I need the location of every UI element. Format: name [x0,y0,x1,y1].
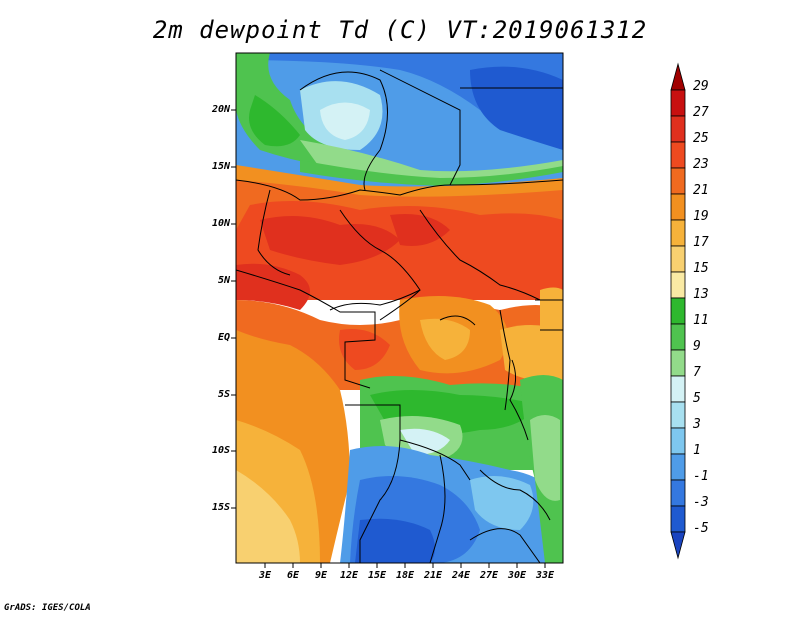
colorbar-label-17: 17 [693,235,709,250]
colorbar [670,62,686,560]
lat-ticks [231,109,236,509]
lat-label-eq: EQ [217,332,230,343]
grads-credit: GrADS: IGES/COLA [4,603,91,613]
lat-label-15n: 15N [211,161,230,172]
lat-label-10s: 10S [211,445,230,456]
colorbar-label-13: 13 [693,287,709,302]
map-borders [236,69,563,563]
colorbar-segment [670,401,686,429]
lon-label-24e: 24E [451,570,471,581]
dewpoint-field [236,53,563,563]
colorbar-label-27: 27 [693,105,709,120]
colorbar-segment [670,505,686,533]
lat-label-5n: 5N [217,275,230,286]
colorbar-segment [670,245,686,273]
colorbar-label-5: 5 [693,391,701,406]
colorbar-label-minus1: -1 [693,469,709,484]
colorbar-segment [670,167,686,195]
lon-label-6e: 6E [286,570,300,581]
lon-label-21e: 21E [423,570,443,581]
colorbar-segment [670,375,686,403]
colorbar-label-1: 1 [693,443,701,458]
lon-ticks [264,563,546,568]
lon-label-27e: 27E [479,570,499,581]
colorbar-label-19: 19 [693,209,709,224]
lon-label-9e: 9E [314,570,328,581]
colorbar-label-21: 21 [693,183,709,198]
colorbar-segment [670,89,686,117]
lat-label-15s: 15S [211,502,230,513]
colorbar-segment [670,115,686,143]
colorbar-segment [670,323,686,351]
colorbar-label-minus5: -5 [693,521,709,536]
lon-label-30e: 30E [507,570,527,581]
colorbar-segment [670,297,686,325]
colorbar-segment [670,349,686,377]
colorbar-label-7: 7 [693,365,701,380]
colorbar-label-11: 11 [693,313,709,328]
map-frame [235,52,564,564]
colorbar-segment [670,427,686,455]
colorbar-segment [670,271,686,299]
colorbar-segment [670,193,686,221]
colorbar-label-23: 23 [693,157,709,172]
lon-label-18e: 18E [395,570,415,581]
colorbar-label-15: 15 [693,261,709,276]
lon-label-15e: 15E [367,570,387,581]
colorbar-label-9: 9 [693,339,701,354]
colorbar-top-arrow [670,62,686,91]
lat-label-20n: 20N [211,104,230,115]
colorbar-bottom-arrow [670,531,686,560]
lat-label-5s: 5S [217,389,230,400]
map-title: 2m dewpoint Td (C) VT:2019061312 [152,16,648,44]
lon-label-12e: 12E [339,570,359,581]
colorbar-label-25: 25 [693,131,709,146]
colorbar-label-minus3: -3 [693,495,709,510]
lon-label-3e: 3E [258,570,272,581]
colorbar-segment [670,141,686,169]
colorbar-segment [670,479,686,507]
lon-label-33e: 33E [535,570,555,581]
lat-label-10n: 10N [211,218,230,229]
colorbar-segment [670,219,686,247]
colorbar-label-3: 3 [693,417,701,432]
colorbar-label-29: 29 [693,79,709,94]
colorbar-segment [670,453,686,481]
